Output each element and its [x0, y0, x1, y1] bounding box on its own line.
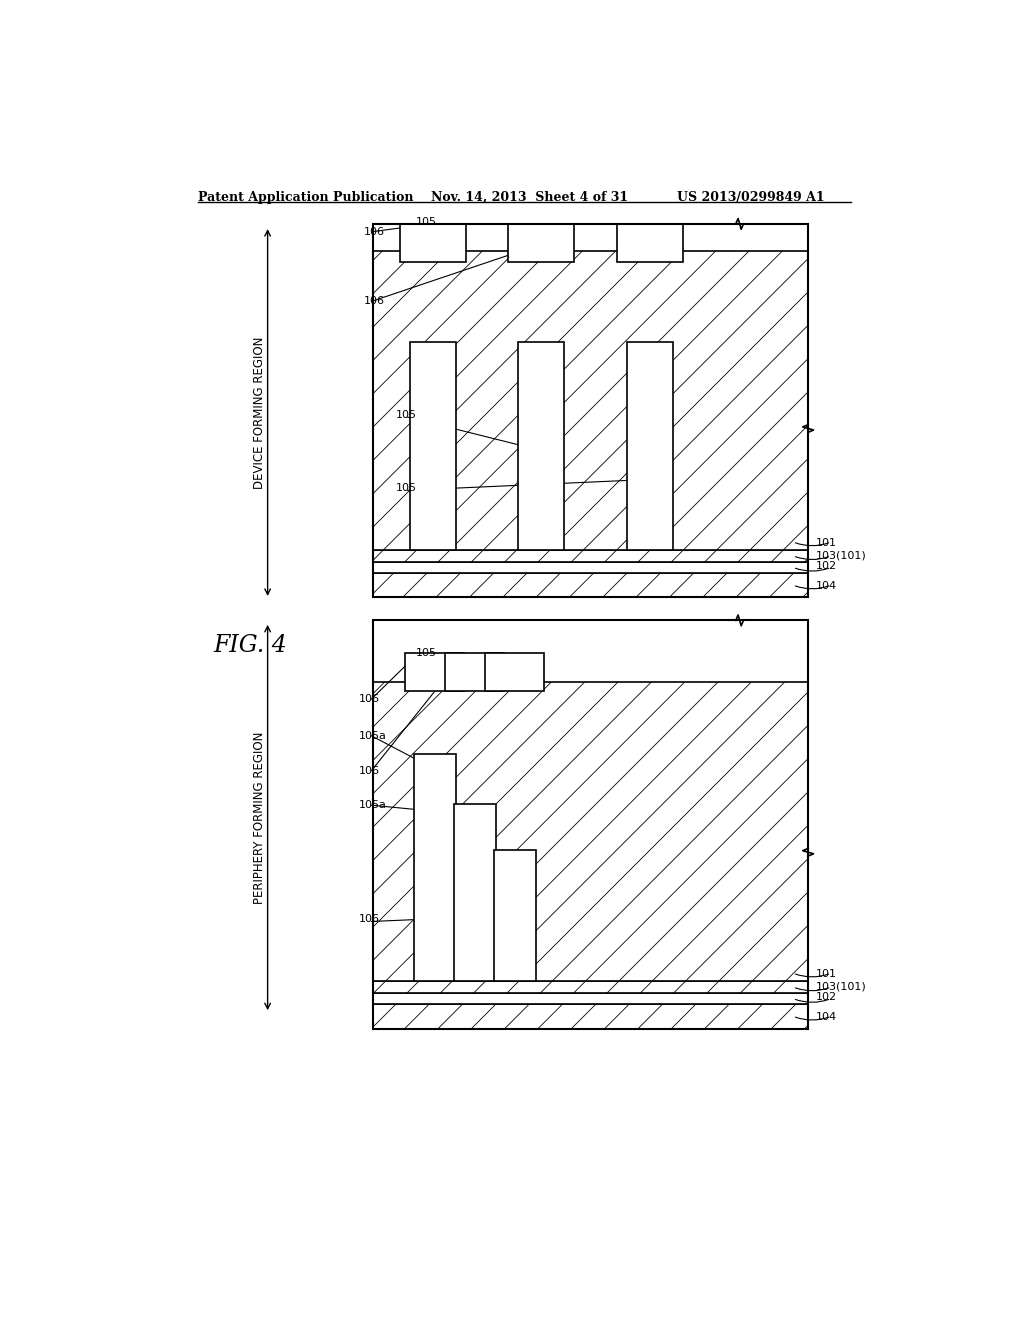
Text: 103(101): 103(101)	[816, 982, 866, 991]
Bar	[400, 224, 466, 263]
Text: 105: 105	[416, 216, 436, 227]
Text: 106: 106	[364, 227, 385, 236]
Text: 106: 106	[359, 915, 380, 924]
Bar	[373, 682, 808, 981]
Bar	[518, 342, 564, 549]
Bar	[414, 754, 457, 981]
Text: 104: 104	[816, 1012, 837, 1022]
Text: 105: 105	[396, 483, 417, 492]
Text: Patent Application Publication: Patent Application Publication	[199, 191, 414, 203]
Bar	[404, 653, 464, 692]
Text: 106: 106	[359, 694, 380, 704]
Bar	[444, 653, 504, 692]
Text: FIG. 4: FIG. 4	[214, 634, 288, 656]
Bar	[373, 993, 808, 1003]
Bar	[373, 562, 808, 573]
Bar	[454, 804, 497, 981]
Bar	[373, 224, 808, 598]
Text: US 2013/0299849 A1: US 2013/0299849 A1	[677, 191, 825, 203]
Bar	[373, 251, 808, 549]
Text: PERIPHERY FORMING REGION: PERIPHERY FORMING REGION	[253, 731, 266, 904]
Bar	[494, 850, 537, 981]
Bar	[373, 549, 808, 562]
Text: 105: 105	[416, 648, 436, 657]
Text: 101: 101	[816, 539, 837, 548]
Bar	[373, 981, 808, 993]
Bar	[373, 573, 808, 598]
Bar	[484, 653, 544, 692]
Bar	[373, 620, 808, 1028]
Text: 102: 102	[816, 561, 837, 572]
Text: 106: 106	[364, 296, 385, 306]
Text: Nov. 14, 2013  Sheet 4 of 31: Nov. 14, 2013 Sheet 4 of 31	[431, 191, 628, 203]
Bar	[373, 1003, 808, 1028]
Text: 102: 102	[816, 993, 837, 1002]
Text: DEVICE FORMING REGION: DEVICE FORMING REGION	[253, 337, 266, 488]
Text: 105a: 105a	[359, 800, 387, 810]
Text: 105a: 105a	[359, 731, 387, 741]
Text: 106: 106	[359, 766, 380, 776]
Bar	[508, 224, 574, 263]
Text: 105: 105	[396, 409, 417, 420]
Bar	[410, 342, 457, 549]
Text: 101: 101	[816, 969, 837, 979]
Text: 104: 104	[816, 581, 837, 591]
Bar	[628, 342, 674, 549]
Text: 103(101): 103(101)	[816, 550, 866, 561]
Bar	[617, 224, 683, 263]
